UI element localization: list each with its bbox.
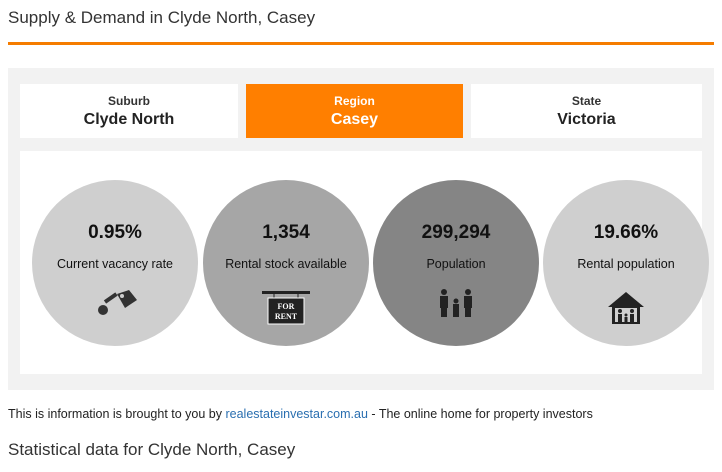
tab-value: Clyde North xyxy=(83,111,175,128)
tab-label: Suburb xyxy=(108,94,150,108)
stat-value: 0.95% xyxy=(88,222,142,243)
icon-text: RENT xyxy=(275,312,298,321)
footer-prefix: This is information is brought to you by xyxy=(8,407,222,421)
stat-circle: 0.95% Current vacancy rate xyxy=(32,180,198,346)
tab[interactable]: State Victoria xyxy=(471,84,702,138)
stat-value: 299,294 xyxy=(421,222,491,243)
stat-label: Rental stock available xyxy=(225,257,347,271)
tab-value: Casey xyxy=(330,111,379,128)
footer-link[interactable]: realestateinvestar.com.au xyxy=(225,407,368,421)
stat-label: Rental population xyxy=(577,257,675,271)
title-rule xyxy=(8,42,714,45)
footer-suffix: - The online home for property investors xyxy=(371,407,593,421)
stat-circle: 19.66% Rental population xyxy=(543,180,709,346)
page-title: Supply & Demand in Clyde North, Casey xyxy=(8,8,316,27)
house-icon xyxy=(608,292,644,324)
stat-circle: 299,294 Population xyxy=(373,180,539,346)
key-icon xyxy=(98,290,137,315)
family-icon xyxy=(440,289,472,317)
tab-value: Victoria xyxy=(557,111,616,128)
stat-label: Population xyxy=(426,257,486,271)
footer-text: This is information is brought to you by… xyxy=(8,407,593,421)
tab-active[interactable]: Region Casey xyxy=(246,84,463,138)
tab[interactable]: Suburb Clyde North xyxy=(20,84,238,138)
section-title: Statistical data for Clyde North, Casey xyxy=(8,440,296,459)
stat-label: Current vacancy rate xyxy=(56,257,174,271)
stat-circle: 1,354 Rental stock available FOR RENT xyxy=(203,180,369,346)
stat-value: 1,354 xyxy=(262,222,310,243)
tab-label: State xyxy=(571,94,602,108)
tab-label: Region xyxy=(334,94,375,108)
stat-value: 19.66% xyxy=(593,222,659,243)
for-rent-icon: FOR RENT xyxy=(262,291,310,325)
icon-text: FOR xyxy=(278,302,295,311)
